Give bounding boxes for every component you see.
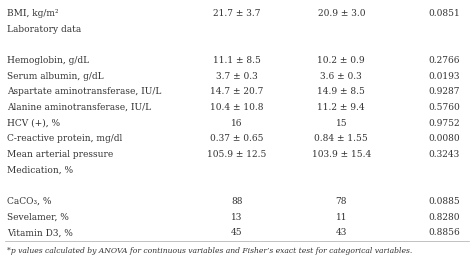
Text: 10.2 ± 0.9: 10.2 ± 0.9 bbox=[318, 56, 365, 65]
Text: 11.1 ± 8.5: 11.1 ± 8.5 bbox=[213, 56, 261, 65]
Text: C-reactive protein, mg/dl: C-reactive protein, mg/dl bbox=[7, 134, 122, 143]
Text: Alanine aminotransferase, IU/L: Alanine aminotransferase, IU/L bbox=[7, 103, 151, 112]
Text: Medication, %: Medication, % bbox=[7, 166, 73, 175]
Text: 0.8280: 0.8280 bbox=[428, 213, 460, 222]
Text: Laboratory data: Laboratory data bbox=[7, 25, 82, 34]
Text: 21.7 ± 3.7: 21.7 ± 3.7 bbox=[213, 9, 261, 18]
Text: 0.5760: 0.5760 bbox=[428, 103, 460, 112]
Text: 0.0851: 0.0851 bbox=[428, 9, 460, 18]
Text: 0.37 ± 0.65: 0.37 ± 0.65 bbox=[210, 134, 264, 143]
Text: 14.7 ± 20.7: 14.7 ± 20.7 bbox=[210, 87, 264, 97]
Text: 0.0193: 0.0193 bbox=[428, 72, 460, 81]
Text: HCV (+), %: HCV (+), % bbox=[7, 119, 60, 128]
Text: Hemoglobin, g/dL: Hemoglobin, g/dL bbox=[7, 56, 89, 65]
Text: 0.9752: 0.9752 bbox=[428, 119, 460, 128]
Text: 13: 13 bbox=[231, 213, 243, 222]
Text: 0.0080: 0.0080 bbox=[428, 134, 460, 143]
Text: 11: 11 bbox=[336, 213, 347, 222]
Text: 3.6 ± 0.3: 3.6 ± 0.3 bbox=[320, 72, 362, 81]
Text: 103.9 ± 15.4: 103.9 ± 15.4 bbox=[311, 150, 371, 159]
Text: *p values calculated by ANOVA for continuous variables and Fisher’s exact test f: *p values calculated by ANOVA for contin… bbox=[7, 247, 412, 255]
Text: 0.9287: 0.9287 bbox=[428, 87, 460, 97]
Text: 88: 88 bbox=[231, 197, 243, 206]
Text: 0.3243: 0.3243 bbox=[428, 150, 460, 159]
Text: CaCO₃, %: CaCO₃, % bbox=[7, 197, 52, 206]
Text: Sevelamer, %: Sevelamer, % bbox=[7, 213, 69, 222]
Text: 14.9 ± 8.5: 14.9 ± 8.5 bbox=[317, 87, 365, 97]
Text: 0.2766: 0.2766 bbox=[428, 56, 460, 65]
Text: 20.9 ± 3.0: 20.9 ± 3.0 bbox=[318, 9, 365, 18]
Text: Mean arterial pressure: Mean arterial pressure bbox=[7, 150, 113, 159]
Text: 0.84 ± 1.55: 0.84 ± 1.55 bbox=[314, 134, 368, 143]
Text: 15: 15 bbox=[336, 119, 347, 128]
Text: Vitamin D3, %: Vitamin D3, % bbox=[7, 228, 73, 237]
Text: 0.8856: 0.8856 bbox=[428, 228, 460, 237]
Text: Serum albumin, g/dL: Serum albumin, g/dL bbox=[7, 72, 104, 81]
Text: 105.9 ± 12.5: 105.9 ± 12.5 bbox=[207, 150, 267, 159]
Text: BMI, kg/m²: BMI, kg/m² bbox=[7, 9, 59, 18]
Text: 43: 43 bbox=[336, 228, 347, 237]
Text: 3.7 ± 0.3: 3.7 ± 0.3 bbox=[216, 72, 258, 81]
Text: 11.2 ± 9.4: 11.2 ± 9.4 bbox=[318, 103, 365, 112]
Text: 10.4 ± 10.8: 10.4 ± 10.8 bbox=[210, 103, 264, 112]
Text: 78: 78 bbox=[336, 197, 347, 206]
Text: 45: 45 bbox=[231, 228, 243, 237]
Text: Aspartate aminotransferase, IU/L: Aspartate aminotransferase, IU/L bbox=[7, 87, 162, 97]
Text: 16: 16 bbox=[231, 119, 243, 128]
Text: 0.0885: 0.0885 bbox=[428, 197, 460, 206]
